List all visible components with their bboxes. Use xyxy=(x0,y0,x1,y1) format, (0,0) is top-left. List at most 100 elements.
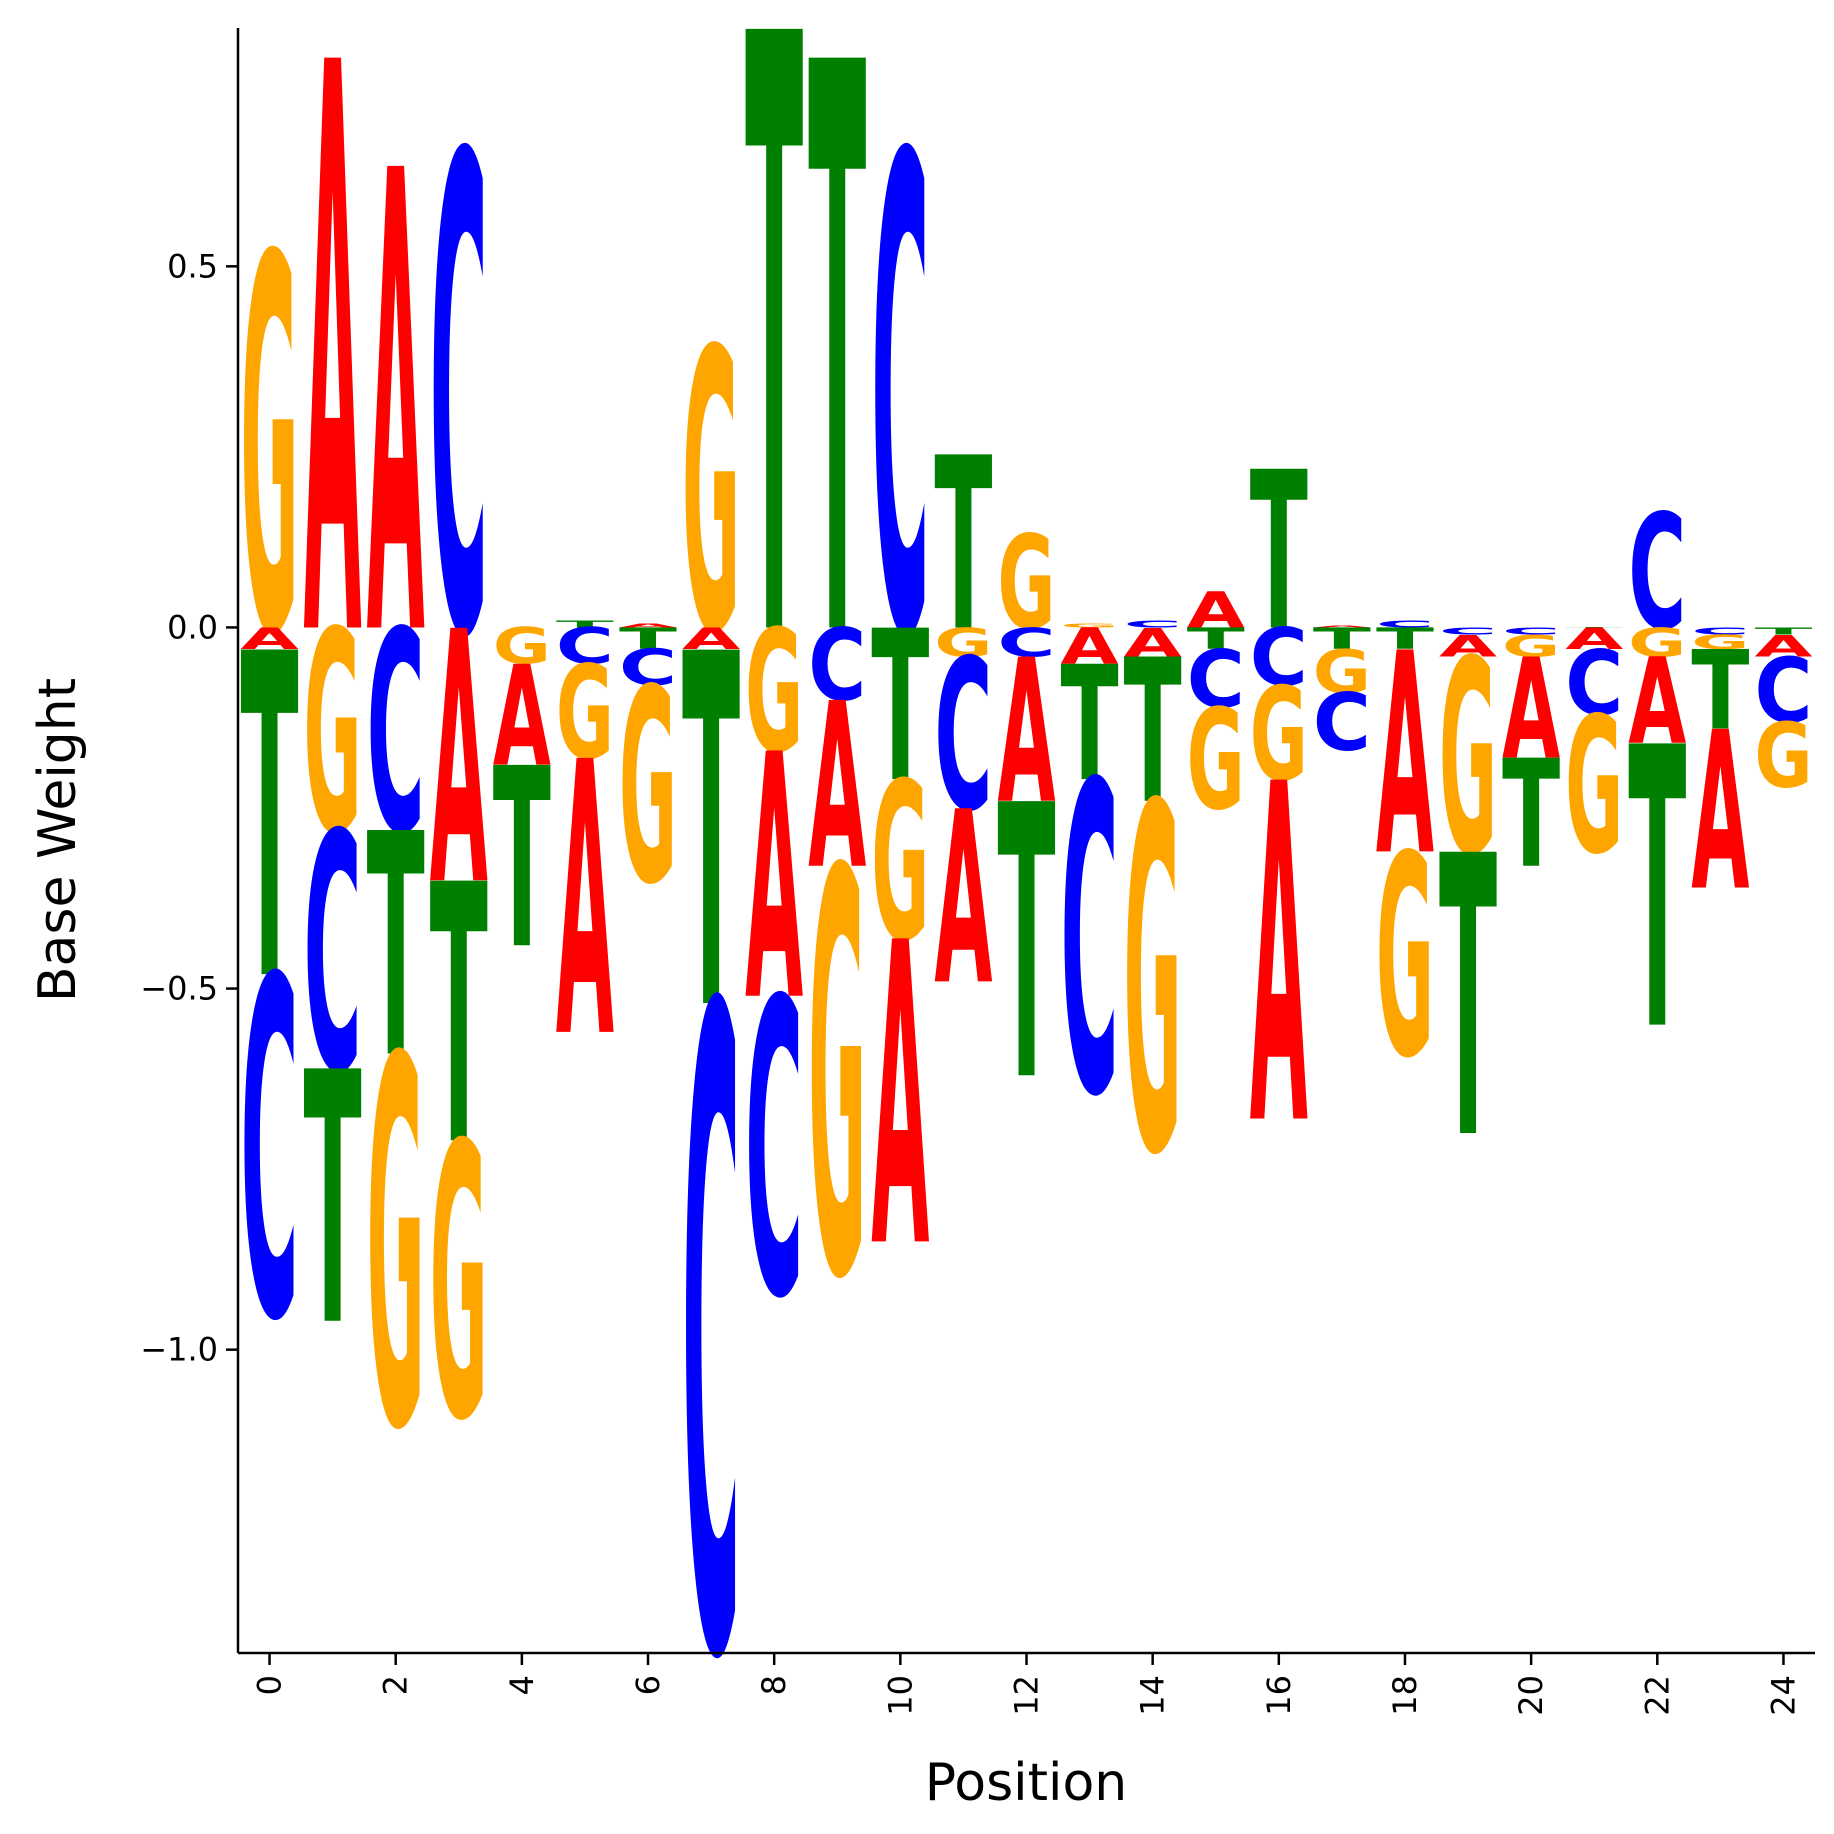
logo-letter-g-pos-23: G xyxy=(1691,631,1749,654)
logo-letter-c-pos-0: C xyxy=(241,881,299,1423)
logo-letter-c-pos-21: C xyxy=(1565,632,1623,736)
logo-letter-t-pos-3: T xyxy=(430,811,488,1225)
x-tick-label: 12 xyxy=(1008,1675,1046,1716)
logo-letter-a-pos-18: A xyxy=(1376,595,1434,917)
logo-letter-t-pos-20: T xyxy=(1502,728,1560,901)
logo-letter-g-pos-3: G xyxy=(430,1066,488,1504)
logo-letter-c-pos-5: C xyxy=(556,618,614,676)
logo-letter-t-pos-23: T xyxy=(1691,628,1749,755)
logo-letter-g-pos-16: G xyxy=(1250,661,1308,810)
logo-letter-t-pos-17: T xyxy=(1313,622,1372,656)
y-tick-label: 0.5 xyxy=(167,247,218,285)
logo-letter-t-pos-9: T xyxy=(808,0,866,813)
x-tick-label: 4 xyxy=(503,1675,541,1695)
logo-letter-c-pos-20: C xyxy=(1502,626,1560,637)
y-axis-label: Base Weight xyxy=(28,678,88,1002)
logo-letter-a-pos-21: A xyxy=(1565,622,1623,656)
logo-letter-g-pos-11: G xyxy=(934,620,992,666)
logo-letter-c-pos-13: C xyxy=(1061,696,1119,1191)
logo-letter-g-pos-1: G xyxy=(304,572,362,895)
logo-letter-g-pos-9: G xyxy=(808,757,866,1402)
y-tick-label: −1.0 xyxy=(140,1331,218,1369)
logo-letter-a-pos-20: A xyxy=(1502,631,1560,791)
x-axis-label: Position xyxy=(925,1753,1127,1813)
logo-letter-a-pos-3: A xyxy=(430,560,488,964)
logo-letter-c-pos-2: C xyxy=(367,574,425,896)
logo-letter-a-pos-0: A xyxy=(241,622,299,656)
logo-letter-a-pos-6: A xyxy=(619,623,677,629)
logo-letter-g-pos-6: G xyxy=(619,634,677,944)
logo-letter-t-pos-0: T xyxy=(241,562,299,1080)
logo-letter-t-pos-5: T xyxy=(556,618,614,629)
logo-letter-g-pos-20: G xyxy=(1502,629,1560,663)
logo-letter-c-pos-3: C xyxy=(430,21,488,782)
logo-letter-g-pos-24: G xyxy=(1754,703,1812,807)
logo-letter-g-pos-4: G xyxy=(493,618,551,676)
x-tick-label: 0 xyxy=(251,1675,289,1695)
x-tick-label: 22 xyxy=(1638,1675,1676,1716)
logo-letter-g-pos-15: G xyxy=(1187,680,1245,841)
logo-letter-t-pos-1: T xyxy=(304,1001,362,1403)
logo-letter-a-pos-15: A xyxy=(1187,581,1245,639)
logo-letter-c-pos-12: C xyxy=(997,620,1055,666)
logo-letter-t-pos-18: T xyxy=(1376,622,1435,656)
logo-letter-g-pos-7: G xyxy=(682,271,740,719)
x-tick-label: 2 xyxy=(377,1675,415,1695)
logo-letter-c-pos-1: C xyxy=(304,767,362,1146)
logo-letter-a-pos-23: A xyxy=(1691,687,1749,940)
logo-letter-t-pos-6: T xyxy=(619,622,678,656)
logo-letter-c-pos-14: C xyxy=(1124,618,1182,629)
logo-letter-a-pos-14: A xyxy=(1124,620,1183,666)
logo-letter-c-pos-24: C xyxy=(1754,639,1812,743)
logo-letter-a-pos-10: A xyxy=(871,857,930,1340)
logo-letter-g-pos-10: G xyxy=(871,738,929,991)
logo-letter-g-pos-19: G xyxy=(1439,605,1497,915)
logo-letter-c-pos-19: C xyxy=(1439,626,1497,637)
logo-letter-t-pos-15: T xyxy=(1187,622,1246,656)
logo-letter-g-pos-5: G xyxy=(556,640,614,789)
logo-letter-a-pos-7: A xyxy=(682,622,740,656)
logo-letter-a-pos-24: A xyxy=(1754,629,1812,663)
logo-glyphs: GATCAGCTACTGCATGGATTCGAATCGGATCTGACTCAGC… xyxy=(241,0,1813,1834)
logo-letter-t-pos-2: T xyxy=(367,770,425,1127)
logo-letter-g-pos-17: G xyxy=(1313,638,1371,707)
logo-letter-t-pos-8: T xyxy=(745,0,803,822)
logo-letter-g-pos-0: G xyxy=(241,150,299,750)
y-tick-label: 0.0 xyxy=(167,608,218,646)
x-tick-label: 20 xyxy=(1512,1675,1550,1716)
x-tick-label: 24 xyxy=(1764,1675,1802,1716)
logo-letter-c-pos-10: C xyxy=(871,21,929,782)
logo-letter-t-pos-11: T xyxy=(934,408,992,685)
logo-letter-t-pos-19: T xyxy=(1439,775,1497,1224)
logo-letter-c-pos-23: C xyxy=(1691,626,1749,637)
logo-letter-a-pos-12: A xyxy=(997,618,1055,848)
logo-letter-g-pos-14: G xyxy=(1124,708,1182,1261)
logo-letter-t-pos-24: T xyxy=(1754,626,1812,637)
logo-letter-t-pos-10: T xyxy=(871,588,929,829)
logo-letter-a-pos-19: A xyxy=(1439,629,1497,663)
y-ticks: 0.5 0.0 −0.5 −1.0 xyxy=(140,247,238,1369)
logo-letter-c-pos-8: C xyxy=(745,916,803,1388)
logo-letter-a-pos-22: A xyxy=(1628,634,1686,772)
logo-letter-a-pos-2: A xyxy=(367,42,426,778)
logo-letter-c-pos-7: C xyxy=(682,830,740,1834)
logo-letter-g-pos-18: G xyxy=(1376,796,1434,1119)
logo-letter-c-pos-15: C xyxy=(1187,634,1245,726)
logo-letter-t-pos-14: T xyxy=(1124,618,1182,848)
logo-letter-a-pos-17: A xyxy=(1313,625,1371,628)
logo-letter-a-pos-8: A xyxy=(745,685,803,1076)
logo-letter-g-pos-2: G xyxy=(367,954,425,1541)
logo-letter-t-pos-22: T xyxy=(1628,667,1686,1116)
logo-letter-g-pos-22: G xyxy=(1628,620,1686,666)
x-tick-label: 6 xyxy=(629,1675,667,1695)
x-tick-label: 8 xyxy=(755,1675,793,1695)
logo-letter-a-pos-11: A xyxy=(934,762,992,1038)
logo-letter-a-pos-16: A xyxy=(1250,687,1309,1229)
logo-letter-a-pos-4: A xyxy=(493,638,551,798)
logo-letter-t-pos-12: T xyxy=(997,728,1055,1165)
logo-letter-t-pos-7: T xyxy=(682,554,740,1118)
x-tick-label: 16 xyxy=(1260,1675,1298,1716)
logo-letter-g-pos-8: G xyxy=(745,595,803,791)
logo-letter-t-pos-13: T xyxy=(1061,632,1119,816)
logo-letter-c-pos-9: C xyxy=(808,609,866,724)
